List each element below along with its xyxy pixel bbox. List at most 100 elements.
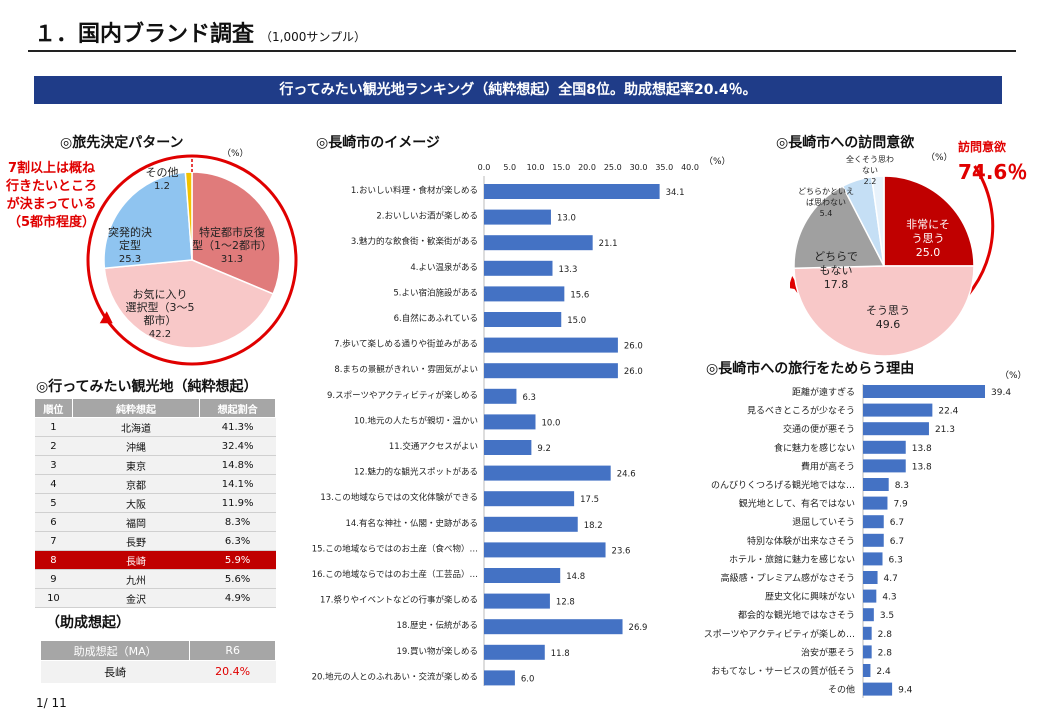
data-label: 6.0 [521,674,535,684]
pie-slice-label: もない [820,264,853,277]
bar [484,465,611,481]
category-label: 2.おいしいお酒が楽しめる [376,211,478,222]
x-tick-label: 0.0 [478,163,491,172]
image-bar-chart: 0.0 5.0 10.0 15.0 20.0 25.0 30.0 35.0 40.0 1.おいしい… [312,163,699,686]
bar [863,385,985,398]
visit-intent-value: 74.6％ [958,160,1028,184]
bar [863,589,877,603]
category-label: ホテル・旅館に魅力を感じない [729,553,855,565]
ranking-row: 9 九州 5.6% [34,569,276,589]
hesitate-bar-chart: 距離が遠すぎる 39.4 見るべきところが少なそう 22.4 交通の便が悪そう 21.3 食… [704,384,1011,698]
pie-slice-label: 非常にそ [906,218,950,231]
travel-pattern-annotation: 7割以上は概ね 行きたいところ が決まっている （5都市程度） [6,160,97,232]
page-title: １．国内ブランド調査 （1,000サンプル） [34,16,366,48]
ranking-cell-rank: 2 [34,436,73,456]
pie-slice-label: 選択型（3～5 [126,300,195,314]
data-label: 2.4 [876,667,891,677]
bar [484,568,561,583]
category-label: おもてなし・サービスの質が低そう [711,665,855,677]
pie-slice-label: ば思わない [806,198,846,207]
category-label: 観光地として、有名ではない [739,498,855,510]
pie-value-label: 1.2 [154,181,170,192]
ranking-cell-rank: 10 [34,588,73,608]
bar [484,491,575,507]
bar [484,260,553,276]
category-label: 歴史文化に興味がない [765,591,855,603]
data-label: 21.3 [935,425,955,435]
category-label: 17.祭りやイベントなどの行事が楽しめる [320,595,478,606]
x-tick-label: 40.0 [681,163,699,172]
sample-size: （1,000サンプル） [260,30,367,44]
summary-banner: 行ってみたい観光地ランキング（純粋想起）全国8位。助成想起率20.4％。 [34,76,1002,104]
page-number: 1/ 11 [36,696,67,710]
data-label: 13.8 [912,462,932,472]
data-label: 2.8 [878,648,893,658]
category-label: 治安が悪そう [801,646,855,658]
bar [863,459,906,473]
hesitate-chart-unit: （%） [1000,371,1027,381]
ranking-cell-rank: 8 [34,550,73,570]
annotation-ring [86,154,298,366]
data-label: 8.3 [895,481,909,491]
category-label: 20.地元の人とのふれあい・交流が楽しめる [312,671,478,682]
ranking-row: 3 東京 14.8% [34,455,276,475]
bar [484,363,618,379]
ranking-cell-rank: 3 [34,455,73,475]
ranking-cell-place: 大阪 [72,493,200,513]
bar [863,478,889,491]
bar [484,440,532,455]
pie-slice-label: う思う [912,232,945,245]
ranking-cell-ratio: 41.3% [199,417,276,437]
category-label: 距離が遠すぎる [792,386,855,398]
category-label: 1.おいしい料理・食材が楽しめる [351,185,478,196]
bar [863,496,888,510]
bar [484,184,660,199]
annotation-line-1: 7割以上は概ね [7,161,96,176]
x-tick-label: 20.0 [578,163,596,172]
ranking-table: 順位 純粋想起 想起割合 1 北海道 41.3% 2 沖縄 32.4% 3 東京 14.8% 4 京… [34,398,276,608]
bar [484,235,593,251]
ranking-row: 10 金沢 4.9% [34,588,276,608]
category-label: 4.よい温泉がある [410,262,478,273]
ranking-cell-ratio: 5.9% [199,550,276,570]
x-tick-label: 10.0 [527,163,545,172]
pie-slice-label: 全くそう思わ [846,154,894,164]
data-label: 15.0 [567,316,586,326]
visit-intent-unit: （%） [926,153,953,163]
title-text: １．国内ブランド調査 [34,22,255,47]
ranking-cell-place: 金沢 [72,588,200,608]
ranking-cell-place: 長野 [72,531,200,551]
data-label: 26.0 [624,342,643,352]
ranking-cell-ratio: 5.6% [199,569,276,589]
annotation-line-3: が決まっている [6,197,97,212]
data-label: 21.1 [599,239,618,249]
bar [484,312,562,327]
bar [484,388,517,404]
pie-slice-label: どちらかといえ [798,187,854,196]
bar [863,571,878,584]
pie-value-label: 2.2 [864,177,877,186]
ranking-cell-rank: 5 [34,493,73,513]
bar [484,286,565,302]
ranking-row: 1 北海道 41.3% [34,417,276,437]
ranking-cell-ratio: 14.8% [199,455,276,475]
data-label: 34.1 [666,188,685,198]
bar [484,209,551,225]
pie-slice [793,265,975,357]
ranking-cell-rank: 4 [34,474,73,494]
bar [484,670,515,686]
ranking-cell-rank: 9 [34,569,73,589]
category-label: 10.地元の人たちが親切・温かい [354,415,478,426]
data-label: 17.5 [580,495,599,505]
data-label: 12.8 [556,598,575,608]
ranking-row: 5 大阪 11.9% [34,493,276,513]
bar [863,626,872,640]
pie-slice-label: 型（1～2都市） [192,238,272,252]
ranking-cell-place: 長崎 [72,550,200,570]
bar [484,593,550,609]
ranking-cell-ratio: 4.9% [199,588,276,608]
ranking-row: 6 福岡 8.3% [34,512,276,532]
ranking-cell-place: 九州 [72,569,200,589]
bar [863,664,871,677]
